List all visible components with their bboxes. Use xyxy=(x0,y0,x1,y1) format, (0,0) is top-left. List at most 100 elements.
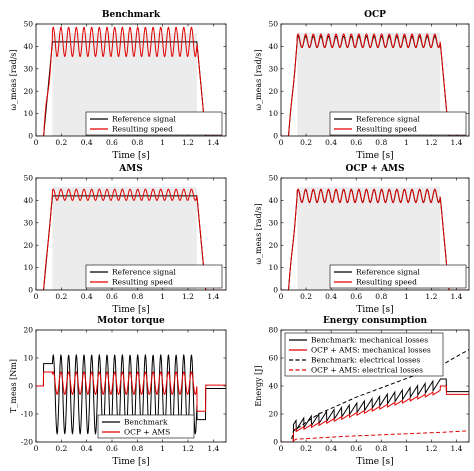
plot-frame xyxy=(35,329,227,443)
y-tick-label: 10 xyxy=(268,109,278,118)
legend-entry: Benchmark xyxy=(124,418,168,427)
y-tick-label: 0 xyxy=(273,286,278,295)
legend-entry: Reference signal xyxy=(112,268,177,277)
series-line-2 xyxy=(36,26,226,136)
x-tick-label: 0.6 xyxy=(350,444,362,453)
series-line-2 xyxy=(281,188,469,290)
y-tick-label: 20 xyxy=(23,241,33,250)
y-tick-label: 0 xyxy=(28,132,33,141)
y-tick-label: 40 xyxy=(268,42,278,51)
y-tick-label: -10 xyxy=(21,410,33,419)
x-tick-label: 1.2 xyxy=(425,292,437,301)
y-tick-label: 30 xyxy=(268,218,278,227)
series-line-2 xyxy=(281,385,469,442)
legend-entry: Resulting speed xyxy=(112,278,173,287)
x-tick-label: 1.2 xyxy=(425,138,437,147)
x-tick-label: 0.6 xyxy=(350,292,362,301)
y-tick-label: 40 xyxy=(268,382,278,391)
plot-frame xyxy=(280,329,470,443)
x-tick-label: 0.8 xyxy=(131,138,143,147)
legend-box xyxy=(329,264,467,289)
x-tick-label: 1.4 xyxy=(450,444,462,453)
x-tick-label: 0.2 xyxy=(55,138,67,147)
y-axis-label: ω_meas [rad/s] xyxy=(254,49,263,110)
x-axis-label: Time [s] xyxy=(356,457,393,467)
x-tick-label: 1 xyxy=(160,292,165,301)
x-axis-label: Time [s] xyxy=(112,457,149,467)
x-tick-label: 0.4 xyxy=(325,292,337,301)
x-axis-label: Time [s] xyxy=(356,151,393,161)
y-tick-label: -20 xyxy=(21,438,33,447)
x-tick-label: 0 xyxy=(279,444,284,453)
chart-panel-6: 0 0.2 0.4 0.6 0.8 1 1.2 1.4 0 20 40 60 80 Energy cons… xyxy=(254,316,470,467)
series-line-2 xyxy=(281,33,469,136)
x-tick-label: 0.8 xyxy=(375,444,387,453)
x-tick-label: 0.2 xyxy=(300,292,312,301)
x-tick-label: 1.4 xyxy=(450,138,462,147)
series-line-3 xyxy=(281,349,469,442)
x-tick-label: 0 xyxy=(279,138,284,147)
legend-entry: Reference signal xyxy=(356,268,421,277)
x-tick-label: 0.4 xyxy=(81,444,93,453)
legend-entry: Reference signal xyxy=(356,115,421,124)
legend-entry: Benchmark: electrical losses xyxy=(311,356,420,365)
y-axis-label: T_meas [Nm] xyxy=(9,359,18,413)
x-tick-label: 0.8 xyxy=(131,292,143,301)
y-tick-label: 10 xyxy=(23,354,33,363)
legend-entry: OCP + AMS xyxy=(124,428,170,437)
y-axis-label: Energy [J] xyxy=(254,365,263,406)
x-axis-label: Time [s] xyxy=(112,151,149,161)
y-tick-label: 30 xyxy=(268,64,278,73)
y-tick-label: 0 xyxy=(28,382,33,391)
y-tick-label: 20 xyxy=(268,241,278,250)
x-tick-label: 1.2 xyxy=(182,292,194,301)
y-tick-label: 20 xyxy=(268,87,278,96)
chart-panel-1: 0 0.2 0.4 0.6 0.8 1 1.2 1.4 0 10 20 30 40 50 Benchmark… xyxy=(9,10,227,161)
x-tick-label: 0.4 xyxy=(81,292,93,301)
y-tick-label: 40 xyxy=(23,42,33,51)
y-tick-label: 0 xyxy=(273,132,278,141)
x-tick-label: 0.2 xyxy=(55,292,67,301)
y-tick-label: 30 xyxy=(23,64,33,73)
y-tick-label: 0 xyxy=(273,438,278,447)
x-tick-label: 0.6 xyxy=(106,444,118,453)
x-tick-label: 0.6 xyxy=(350,138,362,147)
x-tick-label: 1 xyxy=(404,292,409,301)
plot-frame xyxy=(35,177,227,291)
legend-entry: Reference signal xyxy=(112,115,177,124)
y-tick-label: 0 xyxy=(28,286,33,295)
x-tick-label: 1.4 xyxy=(450,292,462,301)
series-line-2 xyxy=(36,371,226,412)
y-tick-label: 10 xyxy=(268,263,278,272)
y-tick-label: 20 xyxy=(268,410,278,419)
y-tick-label: 30 xyxy=(23,218,33,227)
x-tick-label: 0.8 xyxy=(375,138,387,147)
chart-title: Energy consumption xyxy=(323,316,428,326)
x-tick-label: 1 xyxy=(160,444,165,453)
x-tick-label: 1.4 xyxy=(207,444,219,453)
x-tick-label: 0.2 xyxy=(55,444,67,453)
y-tick-label: 40 xyxy=(23,196,33,205)
plot-frame xyxy=(280,177,470,291)
chart-panel-3: 0 0.2 0.4 0.6 0.8 1 1.2 1.4 0 10 20 30 40 50 AMS Time [… xyxy=(23,164,227,315)
x-tick-label: 0 xyxy=(279,292,284,301)
x-tick-label: 1.4 xyxy=(207,138,219,147)
plot-frame xyxy=(280,23,470,137)
y-tick-label: 20 xyxy=(23,326,33,335)
legend-box xyxy=(85,111,223,136)
x-tick-label: 0.6 xyxy=(106,292,118,301)
x-tick-label: 0.4 xyxy=(325,138,337,147)
legend-entry: Benchmark: mechanical losses xyxy=(311,336,428,345)
legend-entry: Resulting speed xyxy=(356,278,417,287)
y-tick-label: 10 xyxy=(23,263,33,272)
series-line-1 xyxy=(36,353,226,436)
x-tick-label: 0.4 xyxy=(81,138,93,147)
x-tick-label: 0.2 xyxy=(300,444,312,453)
legend-box xyxy=(284,332,444,377)
series-line-4 xyxy=(281,430,469,442)
x-tick-label: 0 xyxy=(34,444,39,453)
y-axis-label: ω_meas [rad/s] xyxy=(254,203,263,264)
x-tick-label: 0.6 xyxy=(106,138,118,147)
x-axis-label: Time [s] xyxy=(112,305,149,315)
x-tick-label: 0 xyxy=(34,292,39,301)
